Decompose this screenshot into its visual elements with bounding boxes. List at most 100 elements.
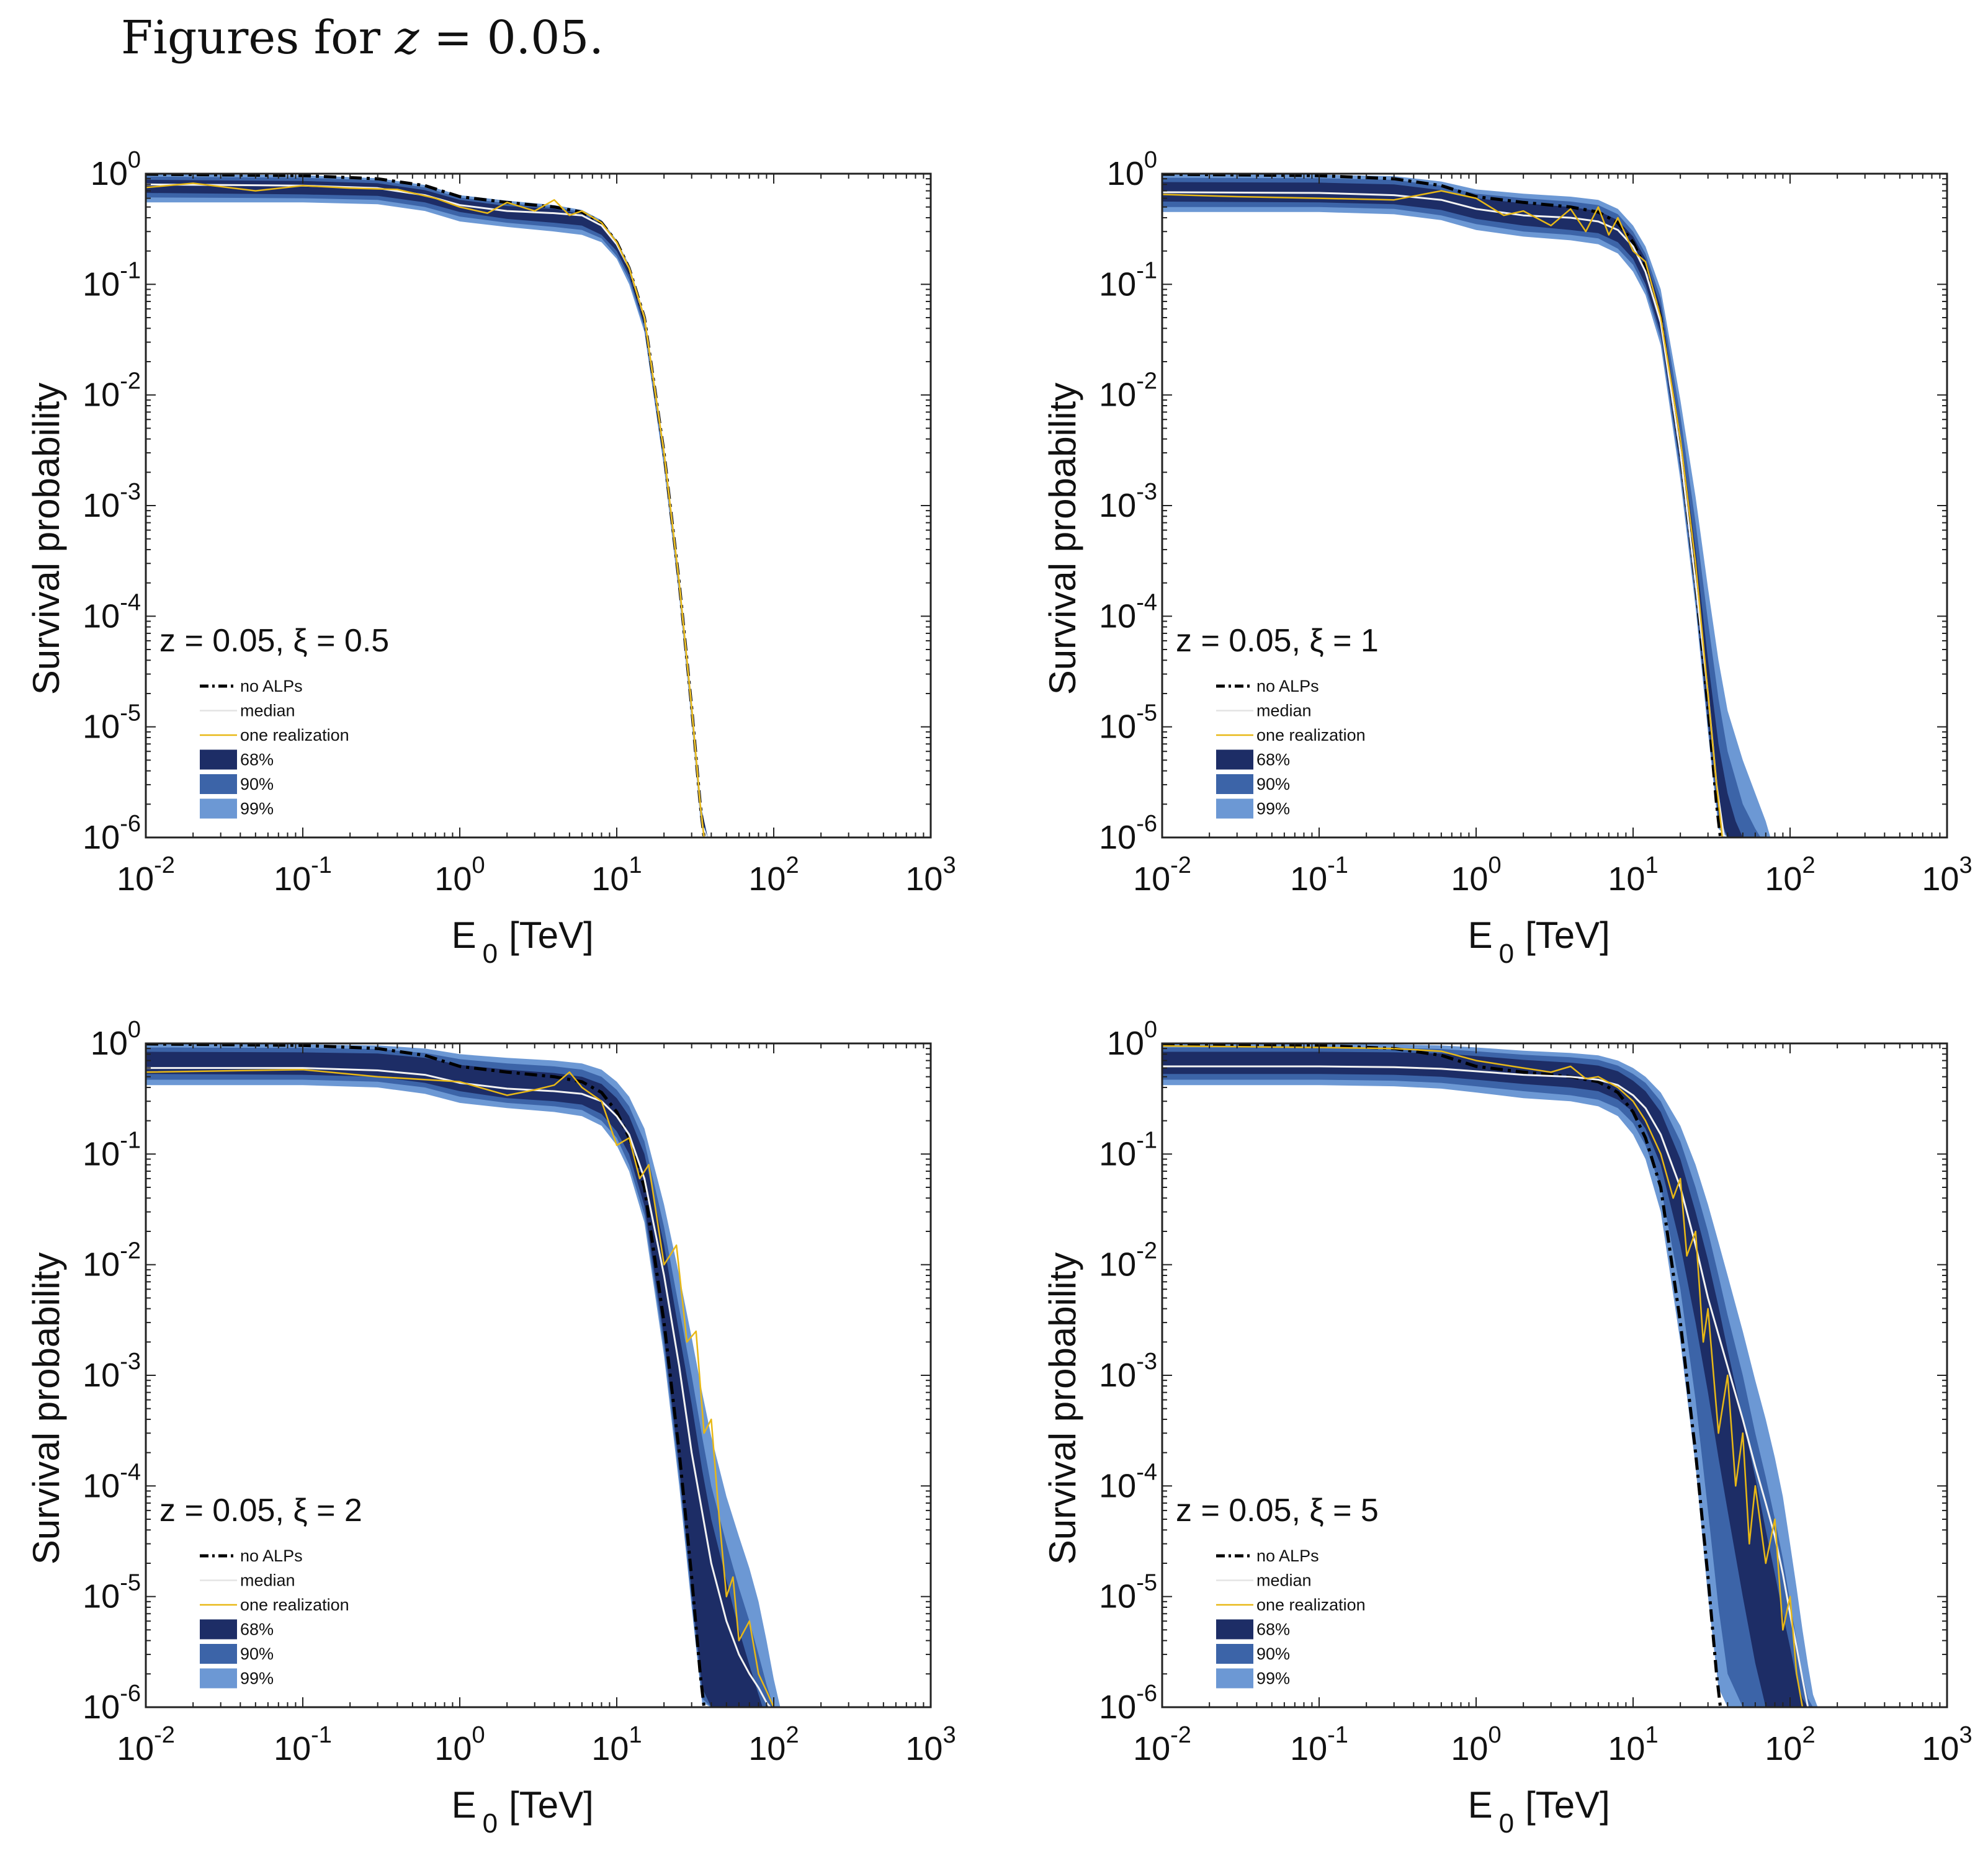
- x-tick-label: 100: [1451, 1722, 1501, 1767]
- legend-label: 68%: [240, 1620, 274, 1639]
- tick-marks: [1162, 173, 1948, 838]
- legend-label: 90%: [240, 1645, 274, 1663]
- legend-item: 68%: [1216, 1619, 1290, 1640]
- legend-item: one realization: [200, 1596, 349, 1614]
- legend-item: median: [1216, 702, 1312, 720]
- y-tick-label: 10-2: [83, 1238, 141, 1283]
- legend-swatch-box: [1216, 1619, 1253, 1640]
- y-tick-label: 10-4: [1099, 1459, 1157, 1504]
- legend-label: 99%: [1256, 1669, 1290, 1688]
- x-tick-label: 102: [748, 852, 799, 898]
- x-tick-label: 10-1: [1290, 1722, 1348, 1767]
- x-tick-label: 10-2: [117, 852, 175, 898]
- panel-label: z = 0.05, ξ = 5: [1176, 1493, 1379, 1529]
- series-one-realization: [1162, 190, 1724, 837]
- y-tick-label: 10-3: [1099, 1349, 1157, 1394]
- legend-label: no ALPs: [1256, 677, 1319, 695]
- legend-swatch-box: [200, 1644, 237, 1664]
- series-one-realization: [1162, 1045, 1804, 1707]
- y-tick-label: 10-1: [1099, 1127, 1157, 1172]
- band-68pct: [146, 179, 708, 837]
- legend-item: median: [200, 702, 295, 720]
- legend-item: 68%: [200, 1619, 274, 1640]
- page-title: Figures for z = 0.05.: [121, 11, 604, 65]
- series-no-alps: [146, 1043, 706, 1707]
- legend-label: 99%: [240, 800, 274, 818]
- title-variable: z: [395, 11, 419, 65]
- legend-label: one realization: [240, 726, 349, 744]
- legend-label: 68%: [240, 751, 274, 769]
- panel-label: z = 0.05, ξ = 0.5: [159, 623, 389, 659]
- y-tick-label: 10-6: [1099, 1681, 1157, 1726]
- chart-panel-xi-1: 10-2 10-1 100 101 102 103 100 10-1 10-2 10-3 10-4 1…: [1042, 147, 1972, 969]
- legend-label: no ALPs: [1256, 1547, 1319, 1565]
- legend: no ALPs median one realization 68% 90% 99%: [1216, 1547, 1366, 1689]
- y-tick-label: 10-6: [83, 811, 141, 856]
- band-90pct: [1162, 1047, 1813, 1707]
- band-99pct: [146, 174, 708, 837]
- panel-label: z = 0.05, ξ = 2: [159, 1493, 362, 1529]
- x-tick-label: 103: [905, 1722, 956, 1767]
- legend-label: 99%: [240, 1669, 274, 1688]
- x-tick-label: 101: [591, 1722, 642, 1767]
- tick-marks: [1162, 1043, 1948, 1708]
- y-tick-label: 10-3: [1099, 479, 1157, 524]
- y-tick-label: 100: [91, 147, 141, 192]
- x-tick-label: 10-1: [274, 1722, 332, 1767]
- y-tick-label: 10-4: [83, 589, 141, 635]
- series-median: [146, 183, 705, 837]
- y-tick-label: 10-1: [1099, 257, 1157, 303]
- x-tick-label: 10-1: [1290, 852, 1348, 898]
- plot-area: [1162, 174, 1771, 837]
- legend-swatch-box: [200, 1668, 237, 1689]
- legend-item: 99%: [200, 798, 274, 819]
- legend-swatch-box: [1216, 1668, 1253, 1689]
- legend-item: median: [200, 1571, 295, 1590]
- y-tick-label: 10-6: [1099, 811, 1157, 856]
- legend-label: 68%: [1256, 751, 1290, 769]
- legend-item: 99%: [1216, 798, 1290, 819]
- y-tick-label: 100: [91, 1017, 141, 1062]
- x-tick-label: 103: [1922, 1722, 1972, 1767]
- legend-label: 90%: [240, 775, 274, 793]
- x-tick-label: 10-2: [1133, 1722, 1191, 1767]
- title-rest: = 0.05.: [419, 11, 604, 65]
- legend-item: 90%: [200, 774, 274, 794]
- legend-item: 68%: [200, 749, 274, 770]
- legend-swatch-box: [1216, 1644, 1253, 1664]
- legend-swatch-box: [1216, 749, 1253, 770]
- legend-item: one realization: [1216, 1596, 1366, 1614]
- band-90pct: [1162, 177, 1761, 837]
- x-axis-label: E 0 [TeV]: [452, 1784, 594, 1839]
- x-tick-label: 100: [434, 1722, 485, 1767]
- plot-area: [146, 174, 708, 837]
- y-axis-label: Survival probability: [1042, 1252, 1083, 1565]
- y-tick-label: 10-2: [1099, 368, 1157, 414]
- x-tick-label: 10-2: [1133, 852, 1191, 898]
- legend-label: median: [240, 1571, 295, 1590]
- band-68pct: [146, 1051, 763, 1707]
- legend: no ALPs median one realization 68% 90% 99%: [200, 677, 349, 819]
- y-axis-label: Survival probability: [25, 383, 67, 695]
- chart-panel-xi-2: 10-2 10-1 100 101 102 103 100 10-1 10-2 10-3 10-4 1…: [25, 1017, 956, 1839]
- y-tick-label: 10-4: [1099, 589, 1157, 635]
- y-tick-label: 10-1: [83, 257, 141, 303]
- plot-area: [146, 1043, 781, 1707]
- legend: no ALPs median one realization 68% 90% 99%: [1216, 677, 1366, 819]
- legend-item: no ALPs: [200, 1547, 303, 1565]
- x-tick-label: 103: [1922, 852, 1972, 898]
- legend-swatch-box: [200, 774, 237, 794]
- legend-item: 90%: [1216, 774, 1290, 794]
- legend-item: one realization: [1216, 726, 1366, 744]
- legend-label: median: [1256, 1571, 1312, 1590]
- y-tick-label: 10-2: [1099, 1238, 1157, 1283]
- legend-item: one realization: [200, 726, 349, 744]
- y-tick-label: 100: [1107, 1017, 1157, 1062]
- legend-label: no ALPs: [240, 1547, 303, 1565]
- legend: no ALPs median one realization 68% 90% 99%: [200, 1547, 349, 1689]
- series-one-realization: [146, 1068, 775, 1707]
- legend-item: 68%: [1216, 749, 1290, 770]
- x-axis-label: E 0 [TeV]: [1468, 1784, 1610, 1839]
- y-tick-label: 10-1: [83, 1127, 141, 1172]
- legend-label: one realization: [1256, 726, 1366, 744]
